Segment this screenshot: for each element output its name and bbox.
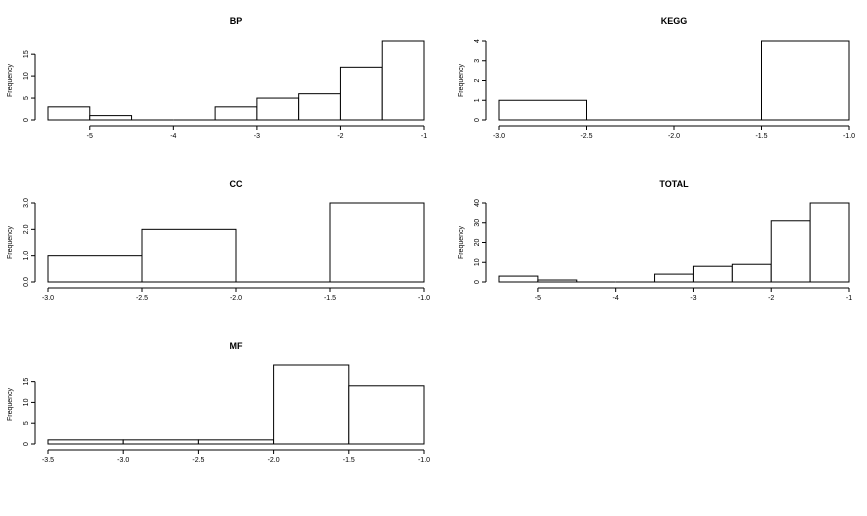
x-tick-label-bp-3: -2 (337, 133, 343, 140)
y-tick-label-total-2: 20 (474, 239, 481, 247)
y-tick-label-total-1: 10 (474, 258, 481, 266)
x-tick-label-total-3: -2 (768, 295, 774, 302)
x-tick-label-mf-0: -3.5 (42, 457, 54, 464)
histogram-bar-bp-4 (214, 106, 258, 121)
y-tick-label-kegg-2: 2 (474, 78, 481, 82)
y-tick-label-mf-1: 5 (23, 421, 30, 425)
y-tick-label-kegg-4: 4 (474, 39, 481, 43)
x-tick-label-mf-2: -2.5 (192, 457, 204, 464)
histogram-bar-total-5 (692, 265, 733, 283)
y-tick-label-cc-1: 1.0 (23, 251, 30, 261)
y-tick-label-kegg-1: 1 (474, 98, 481, 102)
histogram-bar-total-0 (498, 275, 539, 283)
y-tick-label-mf-0: 0 (23, 442, 30, 446)
histogram-bar-bp-0 (47, 106, 91, 121)
histogram-bar-cc-3 (329, 202, 425, 283)
panel-title-mf: MF (230, 341, 243, 351)
y-tick-label-cc-3: 3.0 (23, 198, 30, 208)
y-axis-label-bp: Frequency (7, 63, 14, 97)
x-tick-label-cc-0: -3.0 (42, 295, 54, 302)
panel-title-cc: CC (230, 179, 243, 189)
histogram-bar-bp-6 (298, 93, 341, 121)
x-tick-label-bp-0: -5 (87, 133, 93, 140)
x-tick-label-mf-3: -2.0 (268, 457, 280, 464)
y-tick-label-bp-1: 5 (23, 96, 30, 100)
histogram-bar-cc-1 (141, 228, 237, 283)
y-axis-label-mf: Frequency (7, 387, 14, 421)
panel-cc: CC Frequency -3.0 -2.5 -2.0 -1.5 -1.0 0.0 1.0 2.0… (7, 179, 430, 302)
x-tick-label-cc-2: -2.0 (230, 295, 242, 302)
x-tick-label-mf-5: -1.0 (418, 457, 430, 464)
x-tick-label-bp-1: -4 (170, 133, 176, 140)
histogram-bar-bp-1 (89, 115, 133, 121)
histogram-bar-bp-8 (381, 40, 425, 121)
y-tick-label-kegg-0: 0 (474, 118, 481, 122)
x-tick-label-total-4: -1 (846, 295, 852, 302)
y-tick-label-cc-2: 2.0 (23, 224, 30, 234)
x-tick-label-cc-1: -2.5 (136, 295, 148, 302)
histogram-bar-bp-7 (339, 66, 383, 121)
histogram-bar-mf-4 (348, 385, 425, 445)
x-tick-label-kegg-0: -3.0 (493, 133, 505, 140)
x-tick-label-kegg-4: -1.0 (843, 133, 855, 140)
x-tick-label-bp-4: -1 (421, 133, 427, 140)
y-tick-label-bp-0: 0 (23, 118, 30, 122)
histogram-bar-mf-3 (273, 364, 350, 445)
histogram-bar-total-7 (770, 220, 811, 283)
panel-bp: BP Frequency -5 -4 -3 -2 -1 0 5 10 15 (7, 16, 427, 140)
histogram-bar-cc-0 (47, 255, 143, 283)
panel-title-bp: BP (230, 16, 243, 26)
histogram-bar-kegg-3 (761, 40, 850, 121)
y-tick-label-total-3: 30 (474, 219, 481, 227)
x-tick-label-mf-1: -3.0 (117, 457, 129, 464)
y-tick-label-cc-0: 0.0 (23, 277, 30, 287)
y-tick-label-kegg-3: 3 (474, 59, 481, 63)
histogram-bar-kegg-0 (498, 99, 587, 121)
x-tick-label-total-2: -3 (690, 295, 696, 302)
histogram-bar-mf-2 (197, 439, 275, 445)
x-tick-label-cc-4: -1.0 (418, 295, 430, 302)
histogram-bar-total-1 (537, 279, 578, 283)
y-tick-label-mf-3: 15 (23, 378, 30, 386)
x-tick-label-kegg-3: -1.5 (755, 133, 767, 140)
y-tick-label-mf-2: 10 (23, 398, 30, 406)
histogram-bar-mf-0 (47, 439, 124, 445)
panel-title-kegg: KEGG (661, 16, 688, 26)
histogram-bar-total-8 (809, 202, 850, 283)
histogram-bar-total-4 (654, 273, 694, 283)
y-tick-label-bp-3: 15 (23, 50, 30, 58)
x-tick-label-cc-3: -1.5 (324, 295, 336, 302)
y-tick-label-total-4: 40 (474, 199, 481, 207)
x-tick-label-total-0: -5 (535, 295, 541, 302)
panel-kegg: KEGG Frequency -3.0 -2.5 -2.0 -1.5 -1.0 0 1 2 3 4 (458, 16, 855, 140)
y-tick-label-bp-2: 10 (23, 72, 30, 80)
y-axis-label-total: Frequency (458, 225, 465, 259)
panel-mf: MF Frequency -3.5 -3.0 -2.5 -2.0 -1.5 -1.0 0 5 10 1… (7, 341, 430, 464)
panel-title-total: TOTAL (659, 179, 689, 189)
histogram-bar-mf-1 (122, 439, 199, 445)
y-tick-label-total-0: 0 (474, 280, 481, 284)
x-tick-label-bp-2: -3 (254, 133, 260, 140)
x-tick-label-kegg-1: -2.5 (580, 133, 592, 140)
x-tick-label-mf-4: -1.5 (343, 457, 355, 464)
x-tick-label-total-1: -4 (613, 295, 619, 302)
y-axis-label-kegg: Frequency (458, 63, 465, 97)
y-axis-label-cc: Frequency (7, 225, 14, 259)
x-tick-label-kegg-2: -2.0 (668, 133, 680, 140)
panel-total: TOTAL Frequency -5 -4 -3 -2 -1 0 10 20 30 40 (458, 179, 852, 302)
histogram-bar-bp-5 (256, 97, 300, 121)
histogram-bar-total-6 (731, 263, 772, 283)
